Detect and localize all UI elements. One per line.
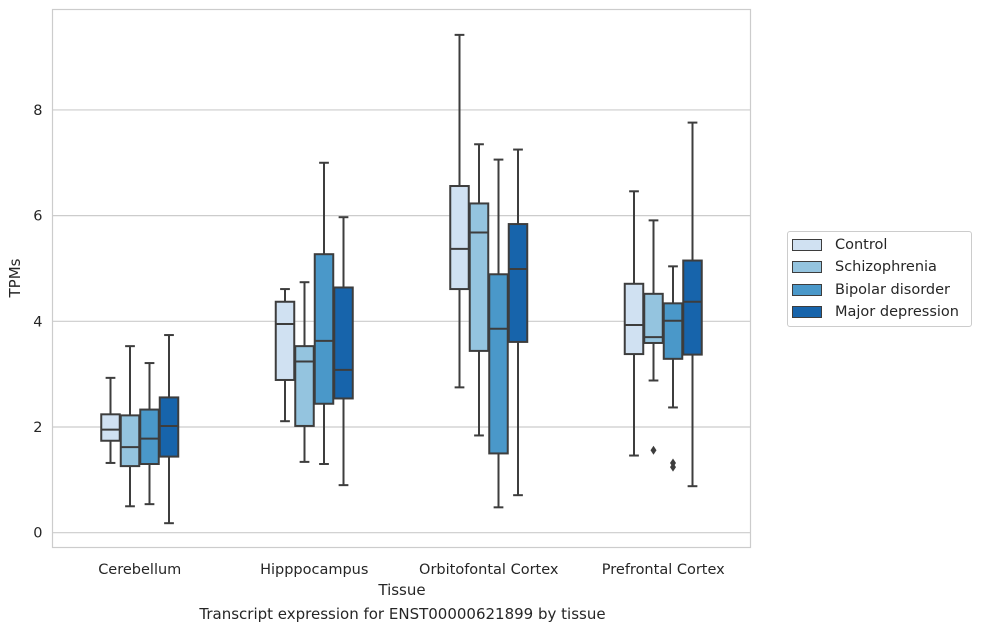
x-tick-label: Cerebellum xyxy=(98,562,181,578)
y-tick-label: 0 xyxy=(33,526,42,542)
iqr-box xyxy=(276,302,295,380)
legend-item-bipolar-disorder: Bipolar disorder xyxy=(792,280,950,300)
iqr-box xyxy=(683,261,702,355)
y-tick-label: 4 xyxy=(33,314,42,330)
legend-label: Schizophrenia xyxy=(835,259,937,275)
iqr-box xyxy=(334,287,353,398)
iqr-box xyxy=(160,397,179,456)
legend: Control Schizophrenia Bipolar disorder M… xyxy=(787,231,972,327)
legend-label: Bipolar disorder xyxy=(835,282,950,298)
legend-swatch xyxy=(792,306,822,318)
iqr-box xyxy=(315,254,334,404)
chart-caption: Transcript expression for ENST0000062189… xyxy=(0,605,805,623)
iqr-box xyxy=(644,294,663,343)
iqr-box xyxy=(140,410,159,464)
legend-swatch xyxy=(792,284,822,296)
y-tick-label: 8 xyxy=(33,103,42,119)
legend-swatch xyxy=(792,261,822,273)
iqr-box xyxy=(121,415,140,466)
legend-label: Control xyxy=(835,237,887,253)
y-tick-label: 6 xyxy=(33,209,42,225)
legend-item-control: Control xyxy=(792,235,887,255)
iqr-box xyxy=(295,346,314,426)
iqr-box xyxy=(664,303,683,358)
iqr-box xyxy=(450,186,469,289)
x-tick-label: Prefrontal Cortex xyxy=(602,562,725,578)
iqr-box xyxy=(101,414,120,440)
x-tick-label: Hipppocampus xyxy=(260,562,368,578)
y-axis-label: TPMs xyxy=(6,258,24,298)
iqr-box xyxy=(509,224,528,342)
y-tick-label: 2 xyxy=(33,420,42,436)
iqr-box xyxy=(470,203,489,350)
plot-area xyxy=(53,10,751,548)
x-tick-label: Orbitofontal Cortex xyxy=(419,562,559,578)
iqr-box xyxy=(625,284,644,354)
legend-item-schizophrenia: Schizophrenia xyxy=(792,257,937,277)
legend-item-major-depression: Major depression xyxy=(792,302,959,322)
x-axis-label: Tissue xyxy=(377,581,425,599)
legend-label: Major depression xyxy=(835,304,959,320)
legend-swatch xyxy=(792,239,822,251)
iqr-box xyxy=(489,274,508,453)
